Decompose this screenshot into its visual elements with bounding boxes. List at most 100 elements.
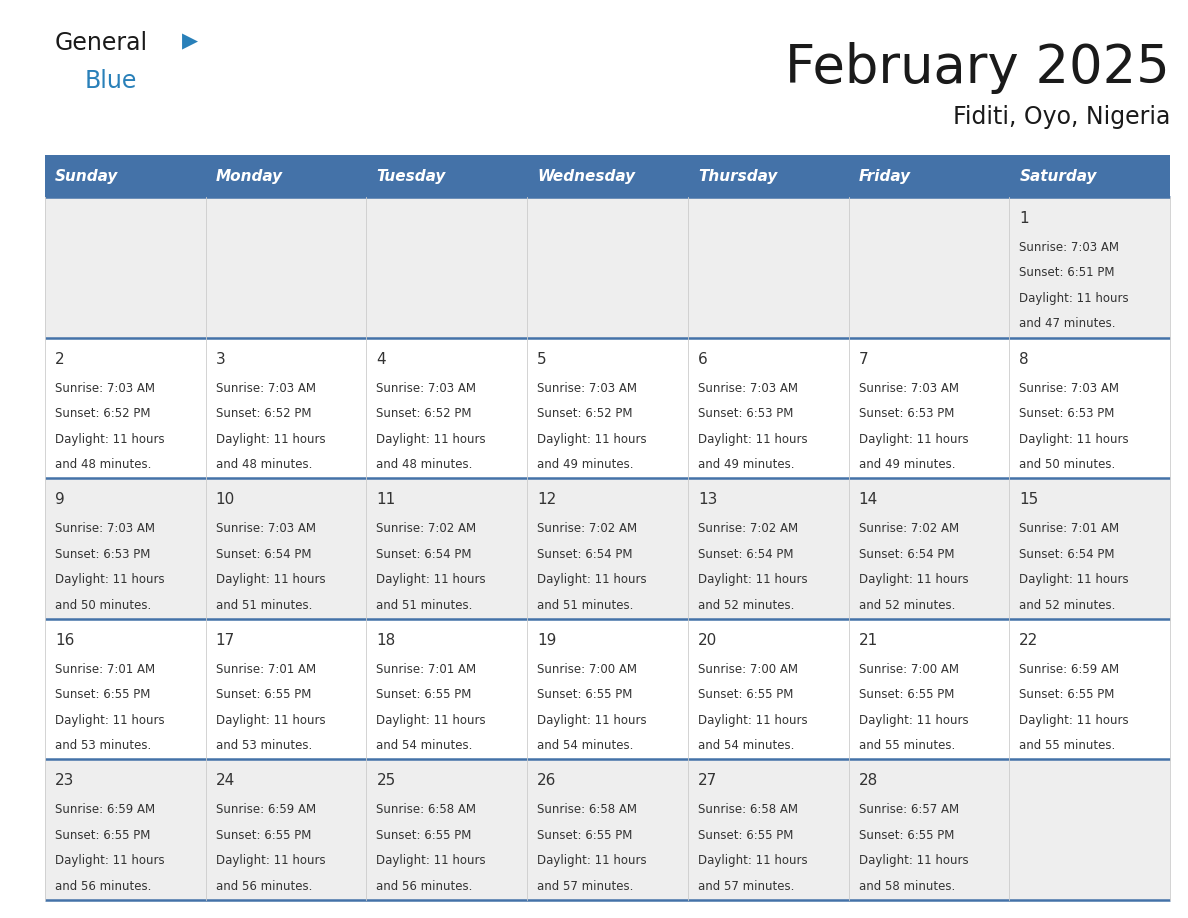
Bar [688, 155, 848, 197]
Text: and 51 minutes.: and 51 minutes. [537, 599, 633, 611]
Text: Daylight: 11 hours: Daylight: 11 hours [1019, 292, 1129, 305]
Text: Sunrise: 7:01 AM: Sunrise: 7:01 AM [1019, 522, 1119, 535]
Text: Sunrise: 7:00 AM: Sunrise: 7:00 AM [537, 663, 637, 676]
Bar [45, 478, 1170, 619]
Text: 4: 4 [377, 352, 386, 366]
Text: Thursday: Thursday [697, 169, 777, 184]
Text: Friday: Friday [859, 169, 911, 184]
Text: 16: 16 [55, 633, 75, 648]
Text: Wednesday: Wednesday [537, 169, 636, 184]
Text: February 2025: February 2025 [785, 42, 1170, 94]
Text: Sunset: 6:53 PM: Sunset: 6:53 PM [697, 407, 794, 420]
Text: and 56 minutes.: and 56 minutes. [216, 879, 312, 893]
Text: Saturday: Saturday [1019, 169, 1097, 184]
Text: Sunrise: 7:03 AM: Sunrise: 7:03 AM [1019, 241, 1119, 254]
Text: Sunset: 6:52 PM: Sunset: 6:52 PM [55, 407, 151, 420]
Text: 8: 8 [1019, 352, 1029, 366]
Text: and 52 minutes.: and 52 minutes. [1019, 599, 1116, 611]
Text: General: General [55, 31, 148, 55]
Text: and 54 minutes.: and 54 minutes. [537, 739, 633, 752]
Text: Daylight: 11 hours: Daylight: 11 hours [697, 714, 808, 727]
Text: 20: 20 [697, 633, 718, 648]
Text: 15: 15 [1019, 492, 1038, 508]
Bar [206, 155, 366, 197]
Text: 2: 2 [55, 352, 64, 366]
Text: 5: 5 [537, 352, 546, 366]
Text: Daylight: 11 hours: Daylight: 11 hours [55, 432, 165, 445]
Text: Tuesday: Tuesday [377, 169, 446, 184]
Text: Sunrise: 6:57 AM: Sunrise: 6:57 AM [859, 803, 959, 816]
Text: Sunrise: 7:02 AM: Sunrise: 7:02 AM [537, 522, 637, 535]
Text: 18: 18 [377, 633, 396, 648]
Text: Sunrise: 7:02 AM: Sunrise: 7:02 AM [697, 522, 798, 535]
Text: 11: 11 [377, 492, 396, 508]
Text: and 57 minutes.: and 57 minutes. [537, 879, 633, 893]
Text: and 49 minutes.: and 49 minutes. [537, 458, 633, 471]
Text: Sunday: Sunday [55, 169, 119, 184]
Text: and 54 minutes.: and 54 minutes. [377, 739, 473, 752]
Text: ▶: ▶ [182, 31, 198, 51]
Bar [45, 619, 1170, 759]
Text: Sunrise: 7:02 AM: Sunrise: 7:02 AM [377, 522, 476, 535]
Text: Sunset: 6:52 PM: Sunset: 6:52 PM [216, 407, 311, 420]
Text: Monday: Monday [216, 169, 283, 184]
Text: 22: 22 [1019, 633, 1038, 648]
Text: Sunrise: 7:03 AM: Sunrise: 7:03 AM [1019, 382, 1119, 395]
Bar [45, 759, 1170, 900]
Text: Blue: Blue [86, 69, 138, 93]
Text: Sunrise: 7:00 AM: Sunrise: 7:00 AM [697, 663, 798, 676]
Text: Daylight: 11 hours: Daylight: 11 hours [377, 855, 486, 868]
Text: Sunset: 6:55 PM: Sunset: 6:55 PM [377, 688, 472, 701]
Text: 10: 10 [216, 492, 235, 508]
Text: Sunrise: 6:59 AM: Sunrise: 6:59 AM [1019, 663, 1119, 676]
Text: Sunrise: 7:01 AM: Sunrise: 7:01 AM [377, 663, 476, 676]
Text: Sunset: 6:55 PM: Sunset: 6:55 PM [377, 829, 472, 842]
Text: Sunrise: 7:03 AM: Sunrise: 7:03 AM [537, 382, 637, 395]
Text: Sunrise: 6:59 AM: Sunrise: 6:59 AM [216, 803, 316, 816]
Text: Sunrise: 6:58 AM: Sunrise: 6:58 AM [537, 803, 637, 816]
Text: 13: 13 [697, 492, 718, 508]
Text: Sunset: 6:51 PM: Sunset: 6:51 PM [1019, 266, 1114, 279]
Text: Sunset: 6:55 PM: Sunset: 6:55 PM [697, 688, 794, 701]
Text: Sunset: 6:54 PM: Sunset: 6:54 PM [216, 548, 311, 561]
Text: Sunset: 6:54 PM: Sunset: 6:54 PM [377, 548, 472, 561]
Text: and 56 minutes.: and 56 minutes. [55, 879, 151, 893]
Text: Daylight: 11 hours: Daylight: 11 hours [1019, 432, 1129, 445]
Text: and 55 minutes.: and 55 minutes. [859, 739, 955, 752]
Text: and 49 minutes.: and 49 minutes. [697, 458, 795, 471]
Text: 14: 14 [859, 492, 878, 508]
Text: and 52 minutes.: and 52 minutes. [697, 599, 795, 611]
Text: Sunset: 6:55 PM: Sunset: 6:55 PM [859, 829, 954, 842]
Text: Daylight: 11 hours: Daylight: 11 hours [1019, 714, 1129, 727]
Text: 1: 1 [1019, 211, 1029, 226]
Text: and 56 minutes.: and 56 minutes. [377, 879, 473, 893]
Text: Sunrise: 7:02 AM: Sunrise: 7:02 AM [859, 522, 959, 535]
Text: 6: 6 [697, 352, 708, 366]
Text: Daylight: 11 hours: Daylight: 11 hours [377, 432, 486, 445]
Text: Sunrise: 7:03 AM: Sunrise: 7:03 AM [859, 382, 959, 395]
Bar [45, 155, 206, 197]
Text: 19: 19 [537, 633, 556, 648]
Text: and 52 minutes.: and 52 minutes. [859, 599, 955, 611]
Text: 21: 21 [859, 633, 878, 648]
Text: Sunrise: 6:58 AM: Sunrise: 6:58 AM [377, 803, 476, 816]
Text: and 48 minutes.: and 48 minutes. [377, 458, 473, 471]
Text: Daylight: 11 hours: Daylight: 11 hours [859, 714, 968, 727]
Text: Daylight: 11 hours: Daylight: 11 hours [859, 432, 968, 445]
Text: and 49 minutes.: and 49 minutes. [859, 458, 955, 471]
Text: and 53 minutes.: and 53 minutes. [216, 739, 312, 752]
Text: Sunset: 6:54 PM: Sunset: 6:54 PM [859, 548, 954, 561]
Text: Sunset: 6:55 PM: Sunset: 6:55 PM [537, 829, 632, 842]
Text: Daylight: 11 hours: Daylight: 11 hours [55, 573, 165, 587]
Text: and 50 minutes.: and 50 minutes. [1019, 458, 1116, 471]
Text: Sunset: 6:55 PM: Sunset: 6:55 PM [55, 688, 151, 701]
Text: Daylight: 11 hours: Daylight: 11 hours [697, 432, 808, 445]
Text: Daylight: 11 hours: Daylight: 11 hours [55, 714, 165, 727]
Text: Daylight: 11 hours: Daylight: 11 hours [537, 855, 646, 868]
Text: Daylight: 11 hours: Daylight: 11 hours [216, 855, 326, 868]
Text: Daylight: 11 hours: Daylight: 11 hours [216, 573, 326, 587]
Text: Sunrise: 7:03 AM: Sunrise: 7:03 AM [216, 522, 316, 535]
Text: 27: 27 [697, 773, 718, 789]
Text: 23: 23 [55, 773, 75, 789]
Text: and 54 minutes.: and 54 minutes. [697, 739, 795, 752]
